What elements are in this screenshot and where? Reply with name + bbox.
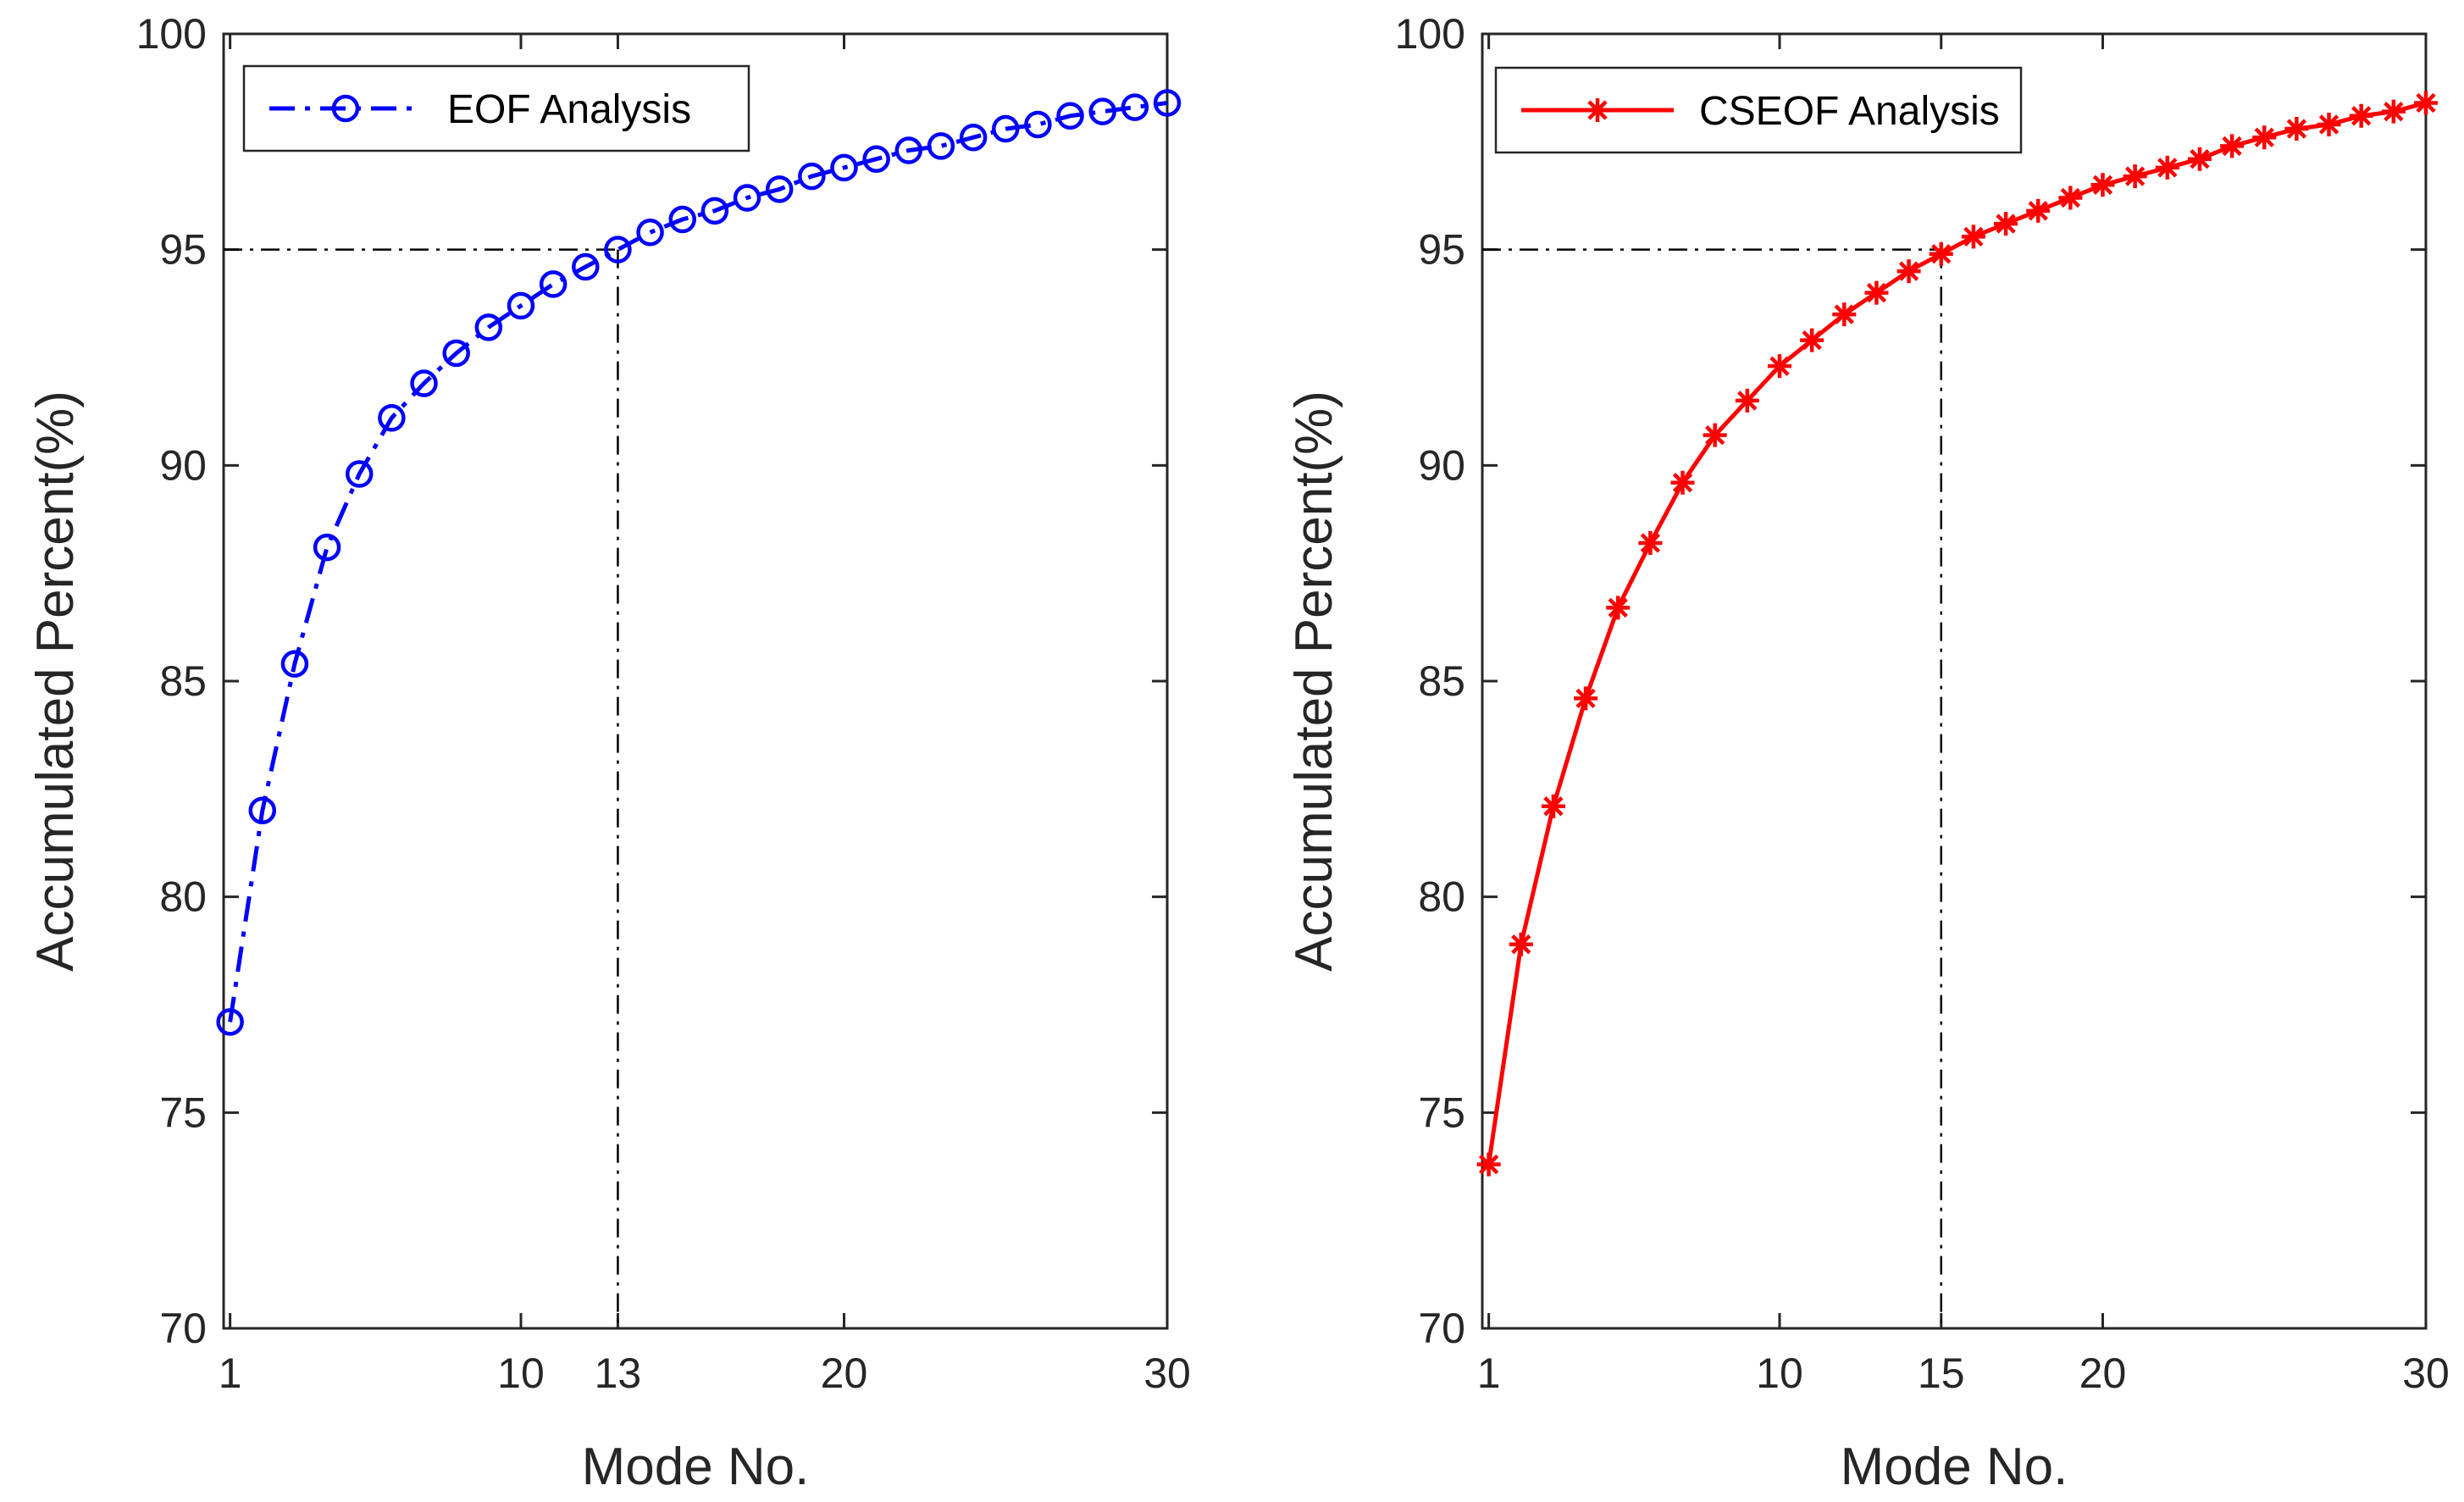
y-tick-label: 100 [1395,10,1465,58]
data-point [668,205,696,234]
data-point [1929,241,1953,266]
data-point [1088,97,1116,125]
data-point [1864,280,1889,305]
data-point [2187,147,2212,171]
data-point [1606,596,1631,620]
y-tick-label: 70 [159,1305,207,1352]
y-tick-label: 75 [1418,1089,1465,1136]
legend-marker [331,94,360,123]
data-point [2123,164,2147,189]
y-tick-label: 90 [159,441,207,489]
x-tick-label: 13 [595,1350,642,1397]
data-point [2090,173,2115,197]
data-point [2381,99,2406,124]
data-point [1056,102,1084,130]
data-point [959,123,988,152]
data-point [2026,198,2051,223]
legend-label: CSEOF Analysis [1699,89,2000,134]
x-tick-label: 10 [1756,1350,1803,1397]
y-axis-title: Accumulated Percent(%) [1285,391,1343,972]
legend-label: EOF Analysis [447,87,691,132]
data-point [700,197,729,225]
y-tick-label: 100 [136,10,207,58]
y-tick-label: 90 [1418,441,1465,489]
data-point [1832,302,1857,327]
x-tick-label: 15 [1918,1350,1965,1397]
y-tick-label: 95 [159,226,207,274]
series-line [1487,101,2427,1165]
data-point [474,313,503,341]
y-tick-label: 75 [159,1089,207,1136]
data-point [1541,794,1565,818]
data-point [2284,117,2309,141]
x-tick-label: 30 [2402,1350,2450,1397]
data-point [280,650,309,678]
data-point [2414,91,2438,115]
data-point [1121,93,1149,121]
data-point [1896,259,1921,284]
data-point [765,175,794,203]
legend-marker [1586,98,1609,122]
data-point [1670,470,1695,495]
data-point [862,145,890,173]
y-tick-label: 70 [1418,1305,1465,1352]
data-point [345,460,374,488]
y-tick-label: 95 [1418,226,1465,274]
x-tick-label: 1 [1477,1350,1501,1397]
data-point [2349,103,2373,128]
data-point [1961,224,1985,249]
data-point [442,339,470,368]
data-point [604,236,632,263]
data-point [507,291,535,320]
x-tick-label: 20 [2079,1350,2127,1397]
x-tick-label: 30 [1143,1350,1191,1397]
data-point [313,533,341,562]
y-axis-title: Accumulated Percent(%) [26,391,85,972]
y-tick-label: 80 [1418,873,1465,921]
x-tick-label: 20 [821,1350,868,1397]
data-point [1735,388,1759,413]
data-point [410,369,438,397]
data-point [216,1008,244,1036]
data-point [2317,112,2341,136]
data-point [1994,212,2018,236]
data-point [1800,328,1824,352]
data-point [830,153,858,182]
data-point [248,796,277,825]
data-point [1509,932,1533,956]
data-point [1476,1152,1501,1177]
data-point [1638,531,1663,556]
y-tick-label: 85 [1418,657,1465,705]
data-point [1767,354,1791,379]
y-tick-label: 80 [159,873,207,921]
x-tick-label: 1 [219,1350,242,1397]
data-point [2155,155,2179,180]
axes-box [222,32,1169,1330]
data-point [539,270,568,298]
data-point [2058,186,2083,210]
axes-box [1481,32,2428,1330]
x-axis-title: Mode No. [582,1438,810,1496]
y-tick-label: 85 [159,657,207,705]
data-point [1024,110,1052,139]
data-point [927,132,955,160]
data-point [1574,686,1598,711]
data-point [1153,89,1182,117]
data-point [636,219,664,247]
eof-panel: 70 75 80 85 90 95 100 1 10 13 20 30 Mode No. Accumula… [26,10,1191,1496]
data-point [572,252,600,281]
data-point [2220,134,2245,158]
x-axis-title: Mode No. [1841,1438,2068,1496]
cseof-panel: 70 75 80 85 90 95 100 1 10 15 20 30 Mode No. Accumula… [1285,10,2450,1496]
series-line [228,101,1168,1023]
data-point [1703,423,1727,447]
data-point [991,114,1020,143]
data-point [378,404,406,432]
data-point [798,162,826,191]
data-point [733,184,761,212]
x-tick-label: 10 [497,1350,545,1397]
data-point [2252,125,2277,150]
data-point [894,136,923,164]
